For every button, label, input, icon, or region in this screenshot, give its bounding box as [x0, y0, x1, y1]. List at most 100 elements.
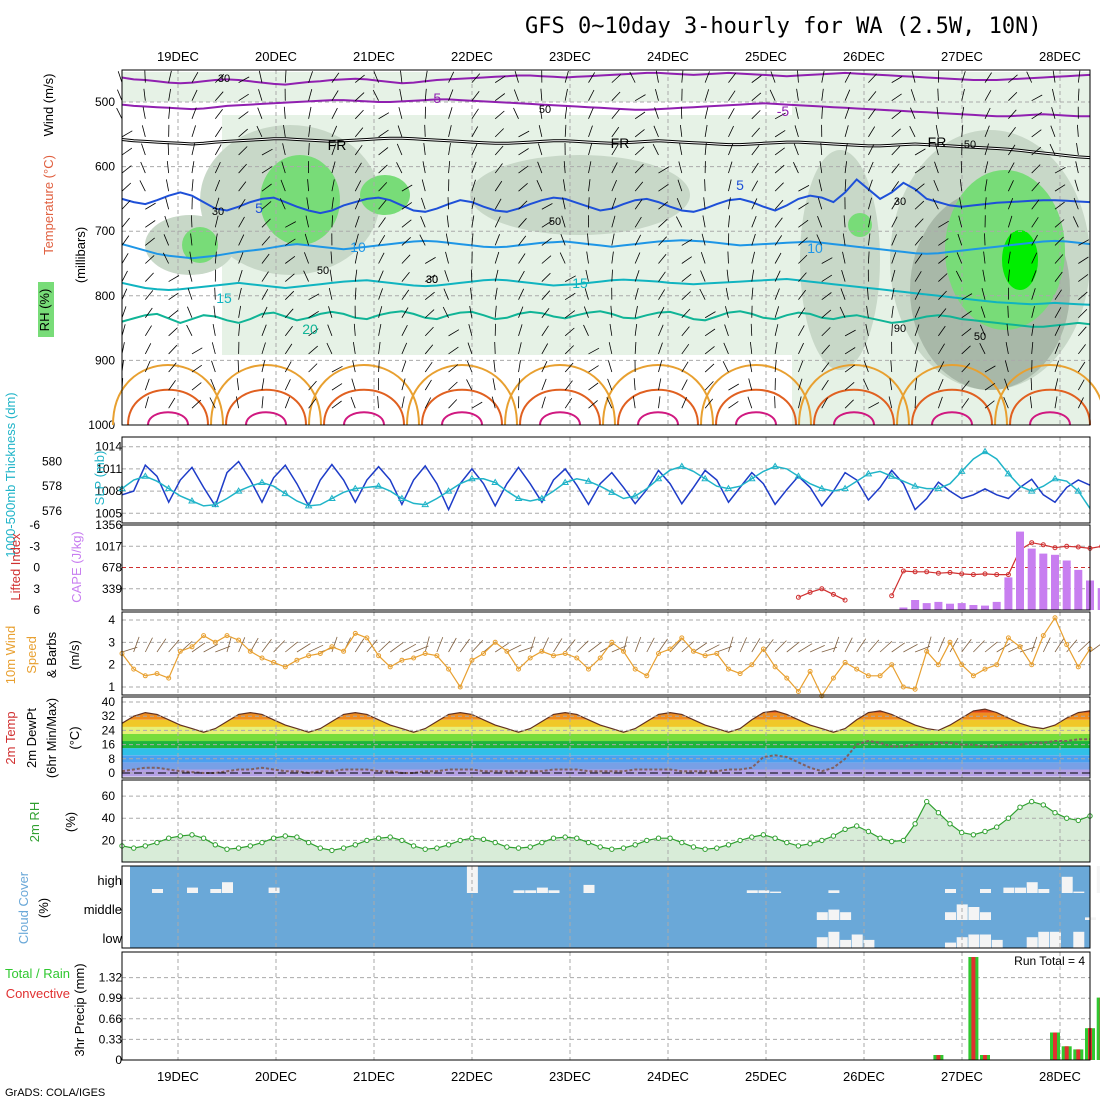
precip-legend-total: Total / Rain [5, 966, 70, 981]
cape-bar [981, 605, 989, 610]
wind-speed-point [830, 675, 836, 681]
wind-barb [588, 89, 595, 101]
wind-barb [399, 88, 403, 101]
wind-barb [634, 111, 646, 120]
wind-barb [704, 107, 709, 119]
wind-barb [980, 306, 986, 318]
wind-barb [494, 341, 496, 354]
cloud-unit-label: (%) [36, 898, 51, 918]
wind-speed-point [352, 630, 358, 636]
surface-wind-barb [914, 645, 931, 653]
surface-wind-barb [448, 637, 457, 653]
wind-barb [494, 75, 506, 83]
wind-barb [354, 92, 365, 102]
wind-barb [658, 289, 666, 300]
wind-barb [378, 252, 385, 264]
wind-barb [1077, 124, 1079, 137]
cape-bar [934, 601, 943, 610]
wind-barb [701, 233, 706, 246]
cape-axis-label: CAPE (J/kg) [69, 531, 84, 603]
wind-barb [797, 70, 799, 83]
wind-barb [284, 396, 290, 409]
wind-barb [984, 72, 992, 83]
wind-barb [261, 253, 270, 264]
wind-barb [681, 326, 690, 337]
wind-barb [658, 271, 666, 282]
wind-barb [564, 310, 576, 319]
cloud-cover-bar [1096, 866, 1100, 893]
wind-speed-point [224, 633, 230, 639]
wind-barb [751, 233, 756, 246]
wind-barb [258, 89, 263, 101]
rh-point [294, 834, 300, 840]
precip-convective-bar [1076, 1049, 1081, 1060]
wind-barb [1072, 216, 1079, 228]
rh-point [924, 798, 930, 805]
cloud-cover-bar [840, 912, 852, 920]
cloud-cover-bar [1026, 882, 1038, 893]
wind-barb [629, 71, 636, 83]
lifted-index-point [982, 571, 988, 577]
wind-barb [914, 378, 917, 391]
wind-barb [961, 380, 970, 391]
wind-barb [1054, 289, 1062, 300]
wind-barb [424, 309, 435, 319]
wind-barb [844, 347, 856, 355]
wind-barb [1074, 179, 1079, 192]
rh-contour-label: 30 [426, 274, 438, 286]
boundary-layer-loop [504, 364, 616, 426]
surface-wind-barb [144, 637, 153, 653]
rh-contour-label: 30 [212, 206, 224, 218]
wind-barb [634, 252, 641, 264]
wind-speed-axis-label: Speed [24, 636, 39, 674]
wind-barb [419, 234, 426, 246]
wind-barb [378, 288, 383, 300]
wind-barb [891, 305, 894, 318]
cape-bar [1016, 531, 1024, 610]
wind-barb [611, 109, 620, 120]
wind-barb [331, 365, 343, 373]
cloud-cover-bar [187, 887, 198, 893]
wind-barb [611, 251, 614, 264]
wind-barb [890, 360, 893, 373]
wind-barb [984, 107, 991, 119]
surface-wind-barb [658, 638, 668, 653]
wind-barb [442, 306, 449, 318]
rh-point [959, 829, 965, 836]
wind-barb [518, 130, 530, 138]
thickness-point [1004, 469, 1013, 477]
wind-barb [470, 287, 473, 300]
rh-point [247, 843, 254, 849]
surface-wind-barb [203, 644, 218, 653]
lifted-tick-label: 3 [33, 582, 40, 596]
rh-point [749, 834, 755, 840]
wind-barb [868, 251, 870, 264]
wind-barb [961, 124, 964, 137]
surface-wind-barb [191, 642, 206, 653]
rh-region-bright [1002, 230, 1038, 290]
wind-barb [257, 107, 263, 119]
date-label-top: 28DEC [1039, 49, 1081, 64]
wind-barb [191, 364, 203, 373]
boundary-layer-loop [421, 388, 503, 426]
precip-tick-label: 0.66 [99, 1012, 123, 1026]
temp-axis-label: 2m Temp [3, 711, 18, 764]
wind-barb [213, 305, 216, 318]
wind-barb [751, 287, 754, 300]
boundary-layer-loop [911, 388, 993, 426]
wind-barb [864, 342, 869, 355]
wind-barb [891, 110, 902, 120]
temp-bands [122, 709, 1090, 777]
cape-tick-label: 1017 [95, 539, 122, 553]
wind-barb [424, 361, 433, 373]
isotherm-label: 10 [807, 240, 823, 256]
wind-barb [491, 396, 496, 409]
wind-barb [354, 198, 361, 210]
surface-wind-barb [273, 640, 285, 653]
wind-barb [1031, 94, 1043, 102]
wind-barb [261, 342, 266, 355]
rh-point [702, 846, 708, 852]
wind-speed-point [1052, 615, 1058, 621]
lifted-index-point [795, 594, 801, 600]
wind-barb [378, 217, 386, 228]
